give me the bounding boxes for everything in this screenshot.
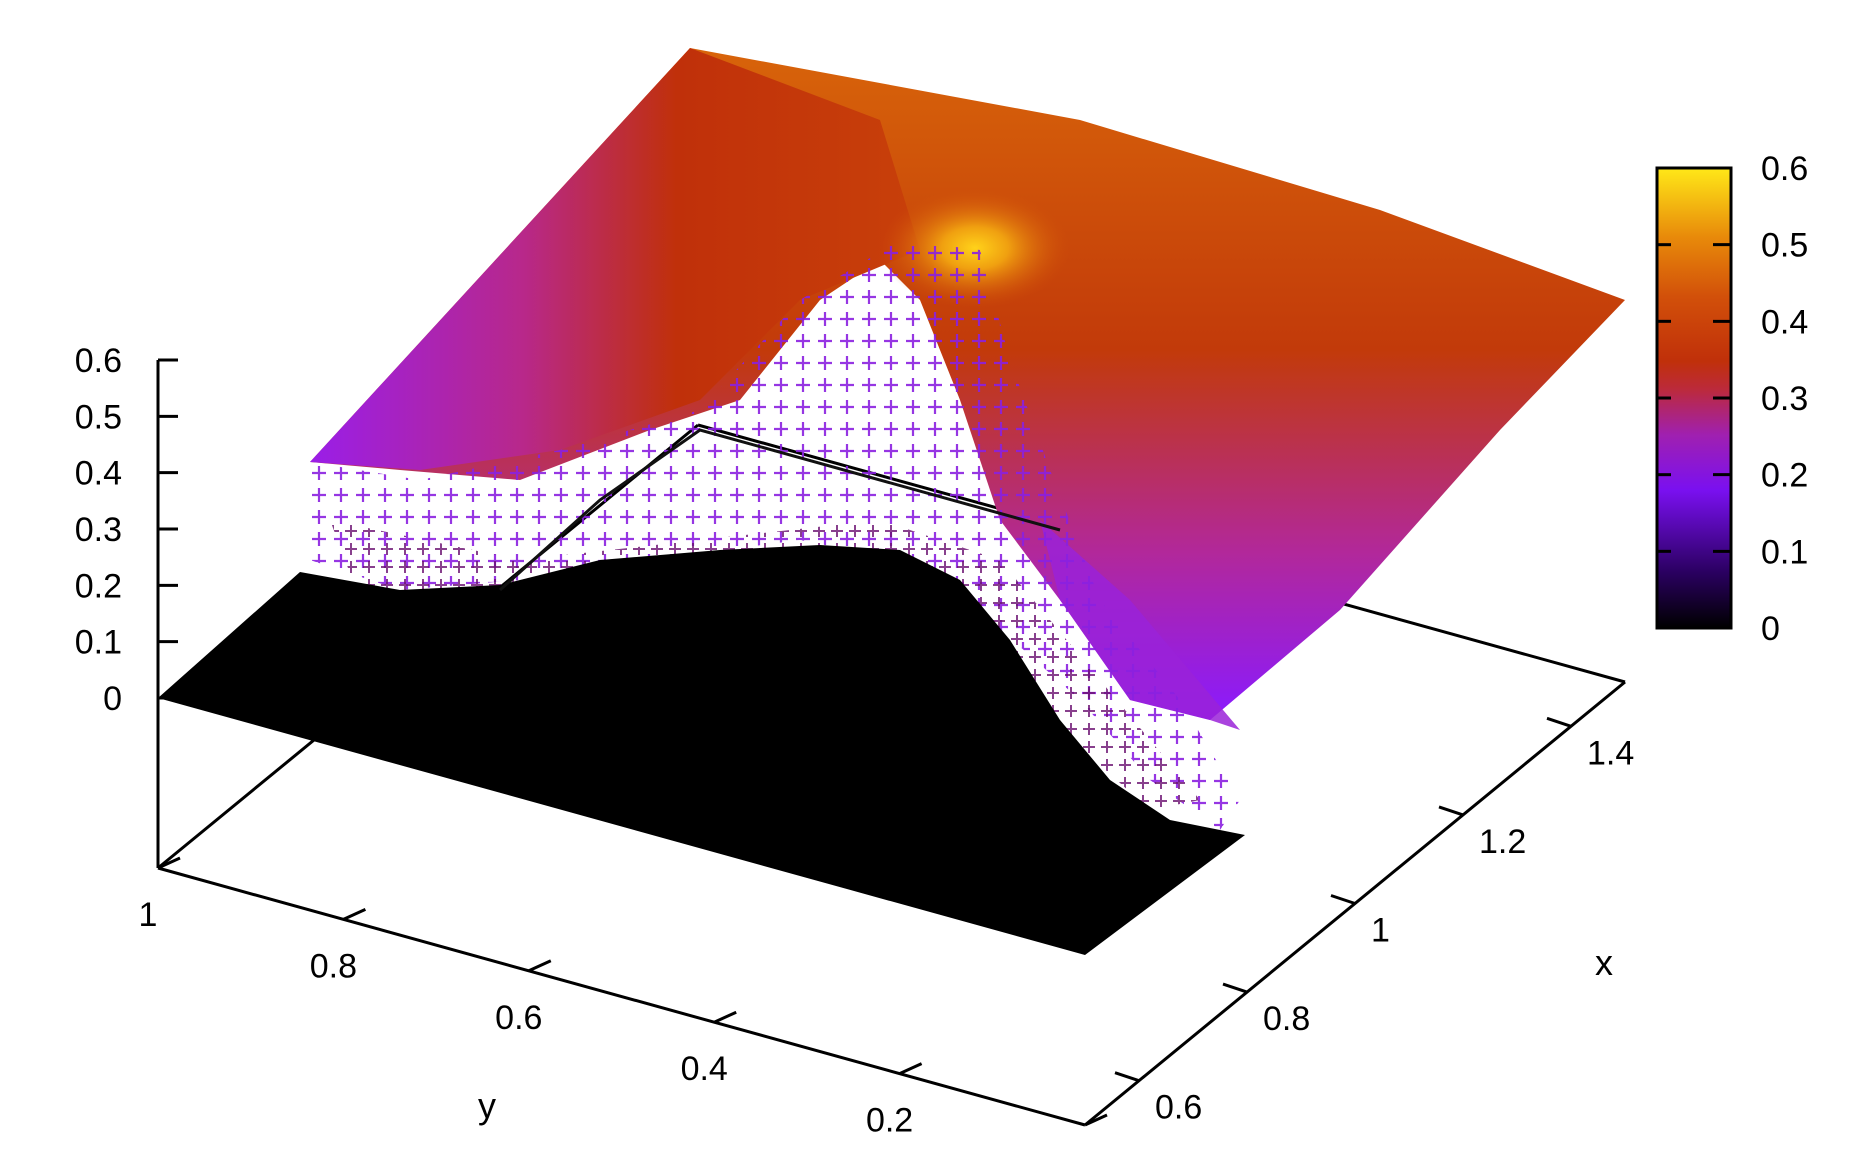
y-tick-mark bbox=[342, 908, 367, 921]
z-tick-label: 0.2 bbox=[75, 567, 122, 605]
x-axis-label: x bbox=[1595, 942, 1613, 983]
y-tick-mark bbox=[898, 1062, 923, 1075]
surface-zero-region bbox=[158, 545, 1245, 955]
colorbar-tick-label: 0.1 bbox=[1761, 533, 1808, 571]
z-tick-label: 0.5 bbox=[75, 398, 122, 436]
x-tick-mark bbox=[1546, 716, 1572, 728]
z-tick-label: 0.4 bbox=[75, 455, 122, 493]
colorbar-tick-label: 0.2 bbox=[1761, 457, 1808, 495]
x-tick-mark bbox=[1222, 982, 1248, 994]
y-axis-line bbox=[157, 866, 1086, 1127]
axes: 00.10.20.30.40.50.600.20.40.60.810.60.81… bbox=[75, 342, 1635, 1140]
z-tick-label: 0.1 bbox=[75, 624, 122, 662]
y-tick-label: 1 bbox=[139, 896, 158, 934]
x-tick-label: 0.8 bbox=[1263, 1000, 1310, 1038]
colorbar-tick-label: 0 bbox=[1761, 610, 1780, 648]
surface-ridge-line bbox=[498, 428, 1061, 592]
z-tick-label: 0 bbox=[103, 680, 122, 718]
x-tick-label: 1.2 bbox=[1479, 823, 1526, 861]
y-tick-label: 0.8 bbox=[310, 947, 357, 985]
surface-left-sheet bbox=[310, 48, 920, 470]
y-tick-mark bbox=[713, 1010, 737, 1024]
colorbar-tick-label: 0.5 bbox=[1761, 227, 1808, 265]
y-tick-mark bbox=[528, 959, 552, 973]
surface bbox=[158, 48, 1625, 955]
z-tick-label: 0.3 bbox=[75, 511, 122, 549]
y-tick-mark bbox=[1084, 1113, 1108, 1127]
x-tick-mark bbox=[1438, 805, 1464, 817]
x-tick-mark bbox=[1330, 894, 1356, 905]
colorbar: 0 0.1 0.2 0.3 0.4 0.5 0.6 bbox=[1655, 150, 1808, 648]
y-tick-label: 0.6 bbox=[495, 999, 542, 1037]
surface-purple-wedge bbox=[1040, 520, 1240, 730]
colorbar-tick-label: 0.3 bbox=[1761, 380, 1808, 418]
y-tick-label: 0.4 bbox=[681, 1050, 728, 1088]
y-axis-label: y bbox=[478, 1085, 496, 1126]
y-tick-label: 0.2 bbox=[866, 1102, 913, 1140]
x-tick-mark bbox=[1114, 1071, 1140, 1083]
colorbar-tick-label: 0.4 bbox=[1761, 303, 1808, 341]
x-tick-label: 0.6 bbox=[1155, 1089, 1202, 1127]
colorbar-tick-label: 0.6 bbox=[1761, 150, 1808, 188]
y-tick-mark bbox=[157, 856, 181, 870]
z-tick-label: 0.6 bbox=[75, 342, 122, 380]
x-tick-label: 1.4 bbox=[1587, 734, 1634, 772]
x-tick-label: 1 bbox=[1371, 912, 1390, 950]
